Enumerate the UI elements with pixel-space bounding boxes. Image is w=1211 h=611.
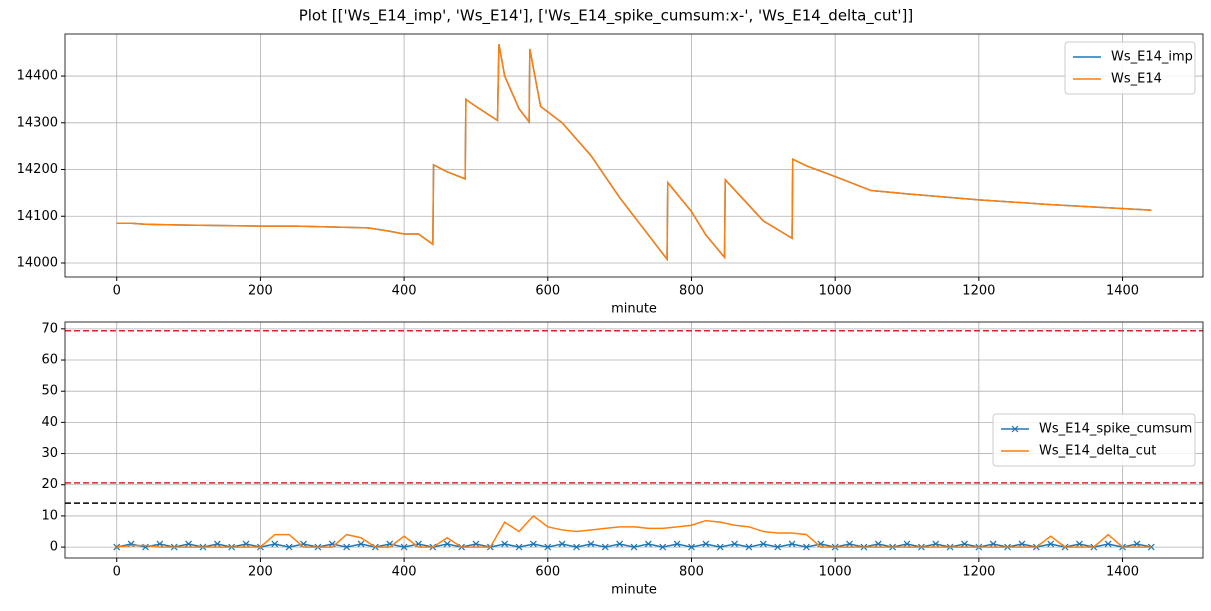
series-line	[116, 44, 1152, 262]
y-tick-label: 14300	[17, 115, 58, 130]
y-tick-label: 14000	[17, 255, 58, 270]
marker	[802, 543, 810, 551]
legend-marker	[1011, 425, 1019, 433]
legend-box	[992, 413, 1196, 467]
marker	[587, 540, 595, 548]
y-tick-label: 30	[41, 446, 58, 461]
y-tick-label: 10	[41, 508, 58, 523]
y-tick-label: 40	[41, 415, 58, 430]
marker	[558, 540, 566, 548]
marker	[573, 543, 580, 551]
y-tick-label: 0	[50, 540, 58, 555]
x-tick-label: 1200	[962, 284, 995, 299]
marker	[529, 540, 537, 548]
marker	[1076, 540, 1083, 548]
marker	[846, 540, 853, 548]
marker	[989, 540, 997, 548]
plot-area	[113, 514, 1155, 551]
x-tick-label: 1000	[819, 565, 852, 580]
marker	[702, 540, 710, 548]
marker	[242, 540, 250, 548]
marker	[644, 540, 652, 548]
marker	[616, 540, 624, 548]
x-tick-label: 1400	[1106, 565, 1139, 580]
y-tick-label: 14100	[17, 209, 58, 224]
marker	[774, 543, 782, 551]
marker	[1018, 540, 1026, 548]
y-tick-label: 20	[41, 477, 58, 492]
marker	[874, 540, 882, 548]
x-tick-label: 800	[679, 284, 704, 299]
marker	[285, 543, 293, 551]
marker	[213, 540, 221, 548]
y-tick-label: 14400	[17, 69, 58, 84]
marker	[659, 543, 667, 551]
legend-label: Ws_E14_spike_cumsum	[1039, 422, 1192, 437]
marker	[156, 540, 164, 548]
marker	[515, 543, 523, 551]
x-axis-label: minute	[611, 583, 657, 598]
series-line	[116, 44, 1152, 262]
marker	[472, 540, 480, 548]
marker	[501, 540, 509, 548]
x-tick-label: 200	[248, 284, 273, 299]
y-tick-label: 70	[41, 321, 58, 336]
x-axis-label: minute	[611, 302, 657, 317]
marker	[343, 543, 351, 551]
x-tick-label: 400	[392, 284, 417, 299]
x-tick-label: 200	[248, 565, 273, 580]
marker	[544, 543, 552, 551]
marker	[357, 540, 365, 548]
marker	[185, 540, 192, 548]
x-tick-label: 600	[535, 565, 560, 580]
marker	[903, 540, 911, 548]
marker	[932, 540, 940, 548]
x-tick-label: 0	[113, 565, 121, 580]
x-tick-label: 400	[392, 565, 417, 580]
y-tick-label: 50	[41, 384, 58, 399]
marker	[601, 543, 609, 551]
marker	[113, 543, 121, 551]
marker	[630, 543, 638, 551]
marker	[759, 540, 767, 548]
marker	[673, 540, 681, 548]
x-tick-label: 1400	[1106, 284, 1139, 299]
y-tick-label: 14200	[17, 162, 58, 177]
series-line	[116, 514, 1152, 548]
plot-area	[116, 44, 1152, 262]
marker	[1133, 540, 1141, 548]
legend-label: Ws_E14	[1111, 72, 1162, 87]
y-tick-label: 60	[41, 353, 58, 368]
marker	[688, 543, 695, 551]
legend-box	[1064, 41, 1196, 95]
marker	[745, 543, 753, 551]
x-tick-label: 1200	[962, 565, 995, 580]
marker	[788, 540, 796, 548]
marker	[1104, 540, 1112, 548]
marker	[731, 540, 739, 548]
x-tick-label: 0	[113, 284, 121, 299]
marker	[443, 540, 451, 548]
x-tick-label: 600	[535, 284, 560, 299]
legend-label: Ws_E14_imp	[1111, 50, 1193, 65]
figure-title: Plot [['Ws_E14_imp', 'Ws_E14'], ['Ws_E14…	[299, 7, 914, 26]
x-tick-label: 800	[679, 565, 704, 580]
marker	[1047, 540, 1055, 548]
axes-frame	[64, 33, 1204, 278]
marker	[400, 543, 408, 551]
marker	[961, 540, 968, 548]
axes-frame	[64, 321, 1204, 559]
x-tick-label: 1000	[819, 284, 852, 299]
marker	[271, 540, 279, 548]
marker	[716, 543, 724, 551]
legend-label: Ws_E14_delta_cut	[1039, 444, 1156, 459]
